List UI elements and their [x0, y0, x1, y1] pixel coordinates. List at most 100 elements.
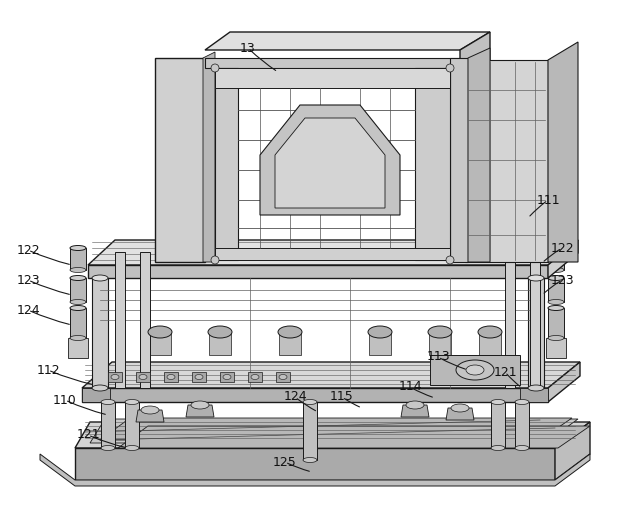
Polygon shape	[479, 332, 501, 355]
Ellipse shape	[141, 406, 159, 414]
Text: 124: 124	[16, 304, 40, 317]
Text: 110: 110	[53, 393, 77, 406]
Ellipse shape	[428, 326, 452, 338]
Polygon shape	[491, 402, 505, 448]
Polygon shape	[276, 372, 290, 382]
Polygon shape	[40, 454, 590, 486]
Ellipse shape	[125, 400, 139, 404]
Polygon shape	[88, 240, 578, 265]
Polygon shape	[205, 58, 460, 68]
Ellipse shape	[528, 385, 544, 391]
Ellipse shape	[125, 445, 139, 450]
Ellipse shape	[515, 445, 529, 450]
Polygon shape	[205, 32, 490, 50]
Polygon shape	[505, 252, 515, 388]
Polygon shape	[279, 332, 301, 355]
Polygon shape	[528, 278, 544, 388]
Polygon shape	[548, 240, 578, 278]
Text: 122: 122	[16, 243, 40, 256]
Text: 111: 111	[536, 194, 560, 207]
Polygon shape	[215, 68, 238, 260]
Polygon shape	[215, 248, 450, 260]
Text: 112: 112	[36, 363, 60, 376]
Ellipse shape	[70, 276, 86, 280]
Ellipse shape	[223, 375, 231, 379]
Polygon shape	[548, 248, 564, 270]
Text: 121: 121	[76, 429, 100, 442]
Polygon shape	[548, 308, 564, 338]
Ellipse shape	[101, 400, 115, 404]
Polygon shape	[275, 118, 385, 208]
Ellipse shape	[548, 276, 564, 280]
Text: 122: 122	[550, 241, 574, 254]
Ellipse shape	[548, 306, 564, 310]
Text: 121: 121	[493, 365, 517, 378]
Text: 123: 123	[16, 274, 40, 286]
Ellipse shape	[456, 360, 494, 380]
Polygon shape	[209, 332, 231, 355]
Polygon shape	[555, 422, 590, 480]
Polygon shape	[548, 362, 580, 402]
Ellipse shape	[528, 275, 544, 281]
Text: 124: 124	[283, 390, 307, 403]
Polygon shape	[186, 405, 214, 417]
Polygon shape	[108, 372, 122, 382]
Ellipse shape	[303, 458, 317, 462]
Ellipse shape	[195, 375, 203, 379]
Polygon shape	[460, 32, 490, 262]
Polygon shape	[75, 448, 555, 480]
Ellipse shape	[466, 365, 484, 375]
Ellipse shape	[548, 335, 564, 340]
Ellipse shape	[148, 326, 172, 338]
Polygon shape	[260, 105, 400, 215]
Polygon shape	[92, 278, 108, 388]
Polygon shape	[82, 388, 110, 402]
Ellipse shape	[451, 404, 469, 412]
Ellipse shape	[515, 400, 529, 404]
Polygon shape	[88, 265, 548, 278]
Circle shape	[211, 256, 219, 264]
Polygon shape	[303, 402, 317, 460]
Polygon shape	[468, 48, 490, 262]
Ellipse shape	[303, 400, 317, 404]
Polygon shape	[118, 426, 590, 448]
Ellipse shape	[548, 267, 564, 272]
Ellipse shape	[70, 299, 86, 305]
Polygon shape	[136, 410, 164, 422]
Ellipse shape	[278, 326, 302, 338]
Polygon shape	[520, 388, 548, 402]
Circle shape	[446, 256, 454, 264]
Ellipse shape	[491, 400, 505, 404]
Polygon shape	[369, 332, 391, 355]
Polygon shape	[450, 58, 468, 262]
Ellipse shape	[406, 401, 424, 409]
Ellipse shape	[70, 267, 86, 272]
Polygon shape	[215, 68, 450, 88]
Polygon shape	[530, 252, 540, 388]
Ellipse shape	[208, 326, 232, 338]
Polygon shape	[70, 278, 86, 302]
Polygon shape	[429, 332, 451, 355]
Text: 13: 13	[240, 42, 256, 54]
Text: 114: 114	[398, 380, 422, 393]
Polygon shape	[75, 422, 590, 448]
Polygon shape	[70, 248, 86, 270]
Ellipse shape	[478, 326, 502, 338]
Polygon shape	[82, 388, 548, 402]
Polygon shape	[164, 372, 178, 382]
Polygon shape	[149, 332, 171, 355]
Polygon shape	[115, 252, 125, 388]
Polygon shape	[430, 355, 520, 385]
Polygon shape	[515, 402, 529, 448]
Text: 113: 113	[426, 350, 450, 363]
Ellipse shape	[111, 375, 119, 379]
Polygon shape	[415, 68, 450, 260]
Ellipse shape	[70, 306, 86, 310]
Ellipse shape	[251, 375, 259, 379]
Text: 123: 123	[550, 274, 574, 286]
Polygon shape	[101, 402, 115, 448]
Ellipse shape	[279, 375, 287, 379]
Text: 115: 115	[330, 390, 354, 403]
Polygon shape	[465, 60, 548, 262]
Polygon shape	[220, 372, 234, 382]
